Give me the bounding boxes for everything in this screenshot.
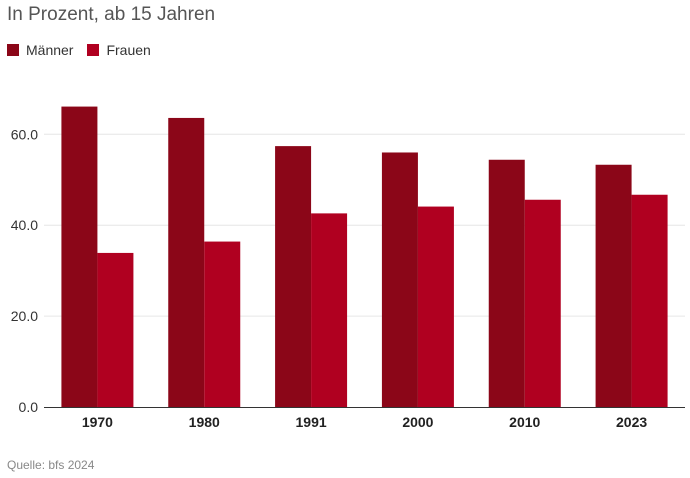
bar-frauen-2000 — [417, 206, 454, 407]
bar-frauen-1991 — [311, 213, 348, 407]
bar-frauen-1970 — [97, 252, 134, 407]
y-tick-label-20.0: 20.0 — [11, 308, 38, 324]
bar-maenner-2000 — [381, 152, 418, 407]
bar-maenner-1991 — [275, 146, 312, 407]
chart-subtitle: In Prozent, ab 15 Jahren — [7, 4, 216, 25]
bar-maenner-1980 — [168, 117, 205, 408]
x-tick-label-2023: 2023 — [616, 414, 647, 430]
bar-maenner-2023 — [595, 164, 632, 407]
bar-maenner-2010 — [488, 159, 525, 407]
legend: Männer Frauen — [7, 42, 165, 58]
bar-frauen-2010 — [524, 199, 561, 407]
source-note: Quelle: bfs 2024 — [7, 458, 95, 472]
legend-item-maenner: Männer — [7, 42, 73, 58]
y-tick-label-40.0: 40.0 — [11, 217, 38, 233]
bar-frauen-2023 — [631, 194, 668, 407]
x-tick-label-2000: 2000 — [402, 414, 433, 430]
legend-swatch-maenner — [7, 44, 19, 56]
legend-swatch-frauen — [87, 44, 100, 56]
bar-maenner-1970 — [61, 106, 98, 407]
bar-frauen-1980 — [204, 241, 241, 407]
y-tick-label-0.0: 0.0 — [19, 399, 39, 415]
legend-item-frauen: Frauen — [87, 42, 151, 58]
x-tick-label-1980: 1980 — [189, 414, 220, 430]
x-tick-label-2010: 2010 — [509, 414, 540, 430]
x-tick-label-1970: 1970 — [82, 414, 113, 430]
legend-label-maenner: Männer — [26, 42, 74, 58]
y-tick-label-60.0: 60.0 — [11, 126, 38, 142]
x-tick-label-1991: 1991 — [296, 414, 327, 430]
legend-label-frauen: Frauen — [106, 42, 151, 58]
